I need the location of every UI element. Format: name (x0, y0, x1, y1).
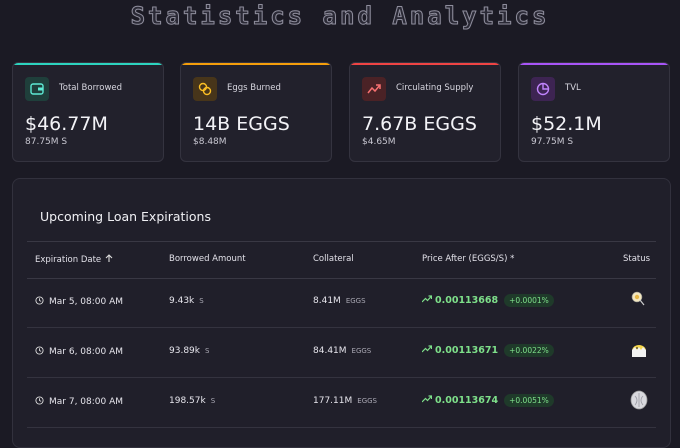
card-value: 7.67B EGGS (362, 113, 477, 135)
price-after: 0.00113671 (435, 345, 499, 356)
trend-icon (421, 345, 435, 356)
card-icon (193, 77, 217, 101)
table-header: Expiration Date Borrowed Amount Collateral… (27, 241, 656, 279)
panel-title: Upcoming Loan Expirations (40, 209, 211, 224)
icon (536, 82, 550, 96)
column-label: Collateral (313, 254, 354, 264)
icon (367, 84, 381, 94)
loan-row: Mar 6, 08:00 AM 93.89k S 84.41M EGGS 0.001136… (27, 328, 656, 378)
loan-row: Mar 5, 08:00 AM 9.43k S 8.41M EGGS 0.00113668… (27, 278, 656, 328)
price-change: +0.0001% (504, 294, 554, 307)
borrowed-cell: 9.43k S (169, 296, 204, 306)
collateral-amount: 8.41M (313, 296, 341, 306)
column-label: Borrowed Amount (169, 254, 246, 264)
card-value: $46.77M (25, 113, 108, 135)
column-header: Price After (EGGS/S) * (422, 254, 514, 264)
card-label: Eggs Burned (227, 83, 281, 93)
stat-card: Circulating Supply 7.67B EGGS $4.65M (349, 62, 501, 162)
price-cell: 0.00113668 +0.0001% (421, 294, 554, 307)
card-icon (25, 77, 49, 101)
price-cell: 0.00113674 +0.0051% (421, 394, 554, 407)
date-cell: Mar 7, 08:00 AM (35, 396, 123, 407)
collateral-cell: 177.11M EGGS (313, 396, 377, 406)
collateral-unit: EGGS (345, 297, 366, 305)
status-icon (629, 340, 649, 363)
expiration-date: Mar 6, 08:00 AM (49, 347, 124, 357)
trend-icon (421, 395, 435, 406)
icon (30, 83, 44, 95)
collateral-unit: EGGS (351, 347, 372, 355)
card-sub: 87.75M S (25, 137, 68, 147)
column-label: Expiration Date (35, 255, 102, 265)
card-icon (362, 77, 386, 101)
page-title: Statistics and Analytics (130, 2, 550, 31)
clock-icon (35, 396, 49, 407)
borrowed-amount: 93.89k (169, 346, 200, 356)
card-icon (531, 77, 555, 101)
card-value: 14B EGGS (193, 113, 290, 135)
collateral-cell: 84.41M EGGS (313, 346, 371, 356)
icon (198, 82, 212, 96)
column-label: Status (623, 254, 651, 264)
date-cell: Mar 6, 08:00 AM (35, 346, 123, 357)
loan-panel: Upcoming Loan Expirations Expiration Dat… (12, 178, 671, 448)
card-value: $52.1M (531, 113, 602, 135)
price-cell: 0.00113671 +0.0022% (421, 344, 554, 357)
collateral-amount: 84.41M (313, 346, 347, 356)
expiration-date: Mar 7, 08:00 AM (49, 397, 124, 407)
collateral-amount: 177.11M (313, 396, 353, 406)
stat-card: Eggs Burned 14B EGGS $8.48M (180, 62, 332, 162)
card-label: Circulating Supply (396, 83, 474, 93)
trend-icon (421, 295, 435, 306)
borrowed-amount: 9.43k (169, 296, 195, 306)
borrowed-unit: S (199, 297, 204, 305)
column-header: Borrowed Amount (169, 254, 246, 264)
expiration-date: Mar 5, 08:00 AM (49, 297, 124, 307)
sort-icon (101, 254, 113, 265)
price-change: +0.0051% (504, 394, 554, 407)
card-label: TVL (565, 83, 581, 93)
clock-icon (35, 346, 49, 357)
collateral-unit: EGGS (357, 397, 377, 405)
status-icon (629, 390, 649, 413)
column-header: Collateral (313, 254, 354, 264)
price-after: 0.00113668 (435, 295, 499, 306)
column-header: Status (623, 254, 650, 264)
clock-icon (35, 296, 49, 307)
column-label: Price After (EGGS/S) * (422, 254, 515, 264)
page: {"header": {"title": "Statistics and Ana… (12, 1, 671, 448)
collateral-cell: 8.41M EGGS (313, 296, 366, 306)
price-after: 0.00113674 (435, 395, 499, 406)
stat-card: Total Borrowed $46.77M 87.75M S (12, 62, 164, 162)
card-sub: 97.75M S (531, 137, 574, 147)
loan-row: Mar 7, 08:00 AM 198.57k S 177.11M EGGS 0.0011… (27, 378, 656, 428)
borrowed-amount: 198.57k (169, 396, 206, 406)
card-sub: $8.48M (193, 137, 227, 147)
borrowed-cell: 93.89k S (169, 346, 209, 356)
stat-card: TVL $52.1M 97.75M S (518, 62, 670, 162)
price-change: +0.0022% (504, 344, 554, 357)
status-icon (629, 290, 649, 313)
column-header[interactable]: Expiration Date (35, 254, 113, 265)
card-sub: $4.65M (362, 137, 396, 147)
card-label: Total Borrowed (59, 83, 123, 93)
borrowed-unit: S (204, 347, 210, 355)
borrowed-cell: 198.57k S (169, 396, 215, 406)
borrowed-unit: S (210, 397, 216, 405)
date-cell: Mar 5, 08:00 AM (35, 296, 123, 307)
